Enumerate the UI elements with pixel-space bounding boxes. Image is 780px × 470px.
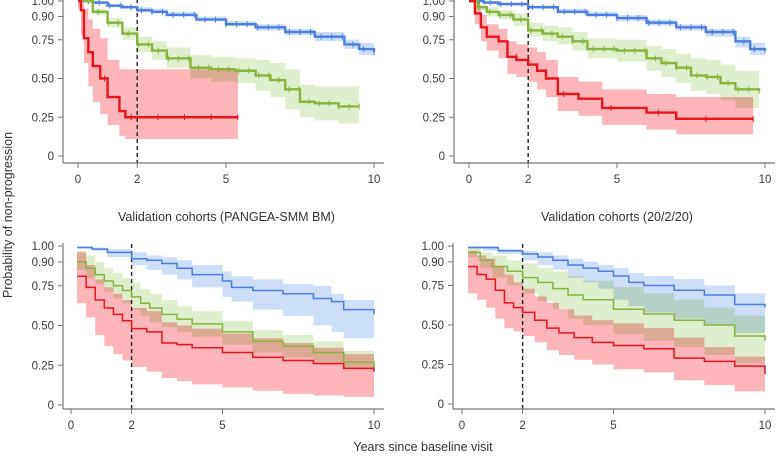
ci-bands — [77, 246, 374, 399]
y-tick-label: 0.50 — [422, 320, 444, 332]
y-tick-label: 0.75 — [32, 281, 54, 293]
y-tick-label: 0 — [48, 400, 54, 412]
x-tick-label: 2 — [525, 174, 531, 186]
y-tick-label: 0.90 — [422, 257, 444, 269]
y-tick-label: 0.90 — [32, 12, 54, 24]
ci-band-intermediate — [77, 250, 374, 372]
x-axis-title: Years since baseline visit — [353, 440, 493, 454]
y-tick-label: 1.00 — [423, 0, 445, 8]
panel-title: Validation cohorts (PANGEA-SMM BM) — [118, 210, 335, 224]
y-tick-label: 1.00 — [32, 241, 54, 253]
y-tick-label: 1.00 — [32, 0, 54, 8]
km-curve-low — [77, 246, 375, 315]
y-tick-label: 0.50 — [423, 74, 445, 86]
y-tick-label: 0.50 — [32, 321, 54, 333]
km-curve-high — [469, 0, 754, 120]
censor-marks-high — [515, 53, 754, 122]
x-tick-label: 10 — [368, 420, 381, 432]
y-tick-label: 0.50 — [32, 74, 54, 86]
panel-2: 1.00 0.90 0.75 0.50 0.25 0 0 2 5 10 — [423, 0, 775, 186]
x-tick-label: 10 — [759, 174, 772, 186]
km-curve-high — [78, 0, 238, 119]
censor-marks-intermediate — [478, 4, 760, 94]
y-tick-label: 0.90 — [32, 257, 54, 269]
panel-title: Validation cohorts (20/2/20) — [541, 210, 693, 224]
panel-3: Validation cohorts (PANGEA-SMM BM) 1.00 0.… — [32, 210, 384, 432]
km-curve-high — [468, 265, 766, 374]
y-tick-label: 0 — [439, 151, 445, 163]
panel-4: Validation cohorts (20/2/20) 1.00 0.90 0.75… — [422, 210, 775, 432]
x-tick-label: 0 — [459, 420, 465, 432]
km-curve-intermediate — [78, 0, 360, 108]
x-tick-label: 2 — [519, 420, 525, 432]
x-tick-label: 0 — [466, 174, 472, 186]
km-curve-low — [78, 0, 376, 53]
ci-band-intermediate — [78, 1, 360, 124]
km-curve-intermediate — [77, 261, 375, 369]
panel-1: 1.00 0.90 0.75 0.50 0.25 0 0 2 5 10 — [32, 0, 384, 186]
ci-band-high — [469, 1, 754, 135]
y-tick-label: 0.25 — [422, 360, 444, 372]
x-tick-label: 5 — [610, 420, 616, 432]
y-tick-label: 0 — [438, 399, 444, 411]
x-tick-label: 5 — [223, 174, 229, 186]
x-tick-label: 0 — [68, 420, 74, 432]
y-tick-label: 1.00 — [422, 241, 444, 253]
x-tick-label: 2 — [128, 420, 134, 432]
x-tick-label: 5 — [219, 420, 225, 432]
censor-marks-intermediate — [87, 0, 360, 110]
y-tick-label: 0.75 — [423, 35, 445, 47]
ci-band-high — [468, 250, 765, 398]
x-tick-label: 10 — [759, 420, 772, 432]
x-tick-label: 10 — [368, 174, 381, 186]
km-curve-intermediate — [469, 0, 761, 91]
ci-band-high — [78, 1, 238, 139]
y-tick-label: 0.75 — [32, 35, 54, 47]
x-tick-label: 2 — [134, 174, 140, 186]
km-curve-high — [77, 275, 375, 372]
ci-band-high — [77, 252, 374, 399]
y-tick-label: 0.90 — [423, 12, 445, 24]
censor-marks-low — [479, 0, 766, 54]
km-curve-intermediate — [468, 251, 766, 341]
y-axis-title: Probability of non-progression — [1, 132, 15, 298]
ci-bands — [468, 246, 765, 398]
censor-marks-high — [104, 75, 239, 121]
y-tick-label: 0.25 — [32, 112, 54, 124]
x-tick-label: 5 — [614, 174, 620, 186]
y-tick-label: 0 — [48, 151, 54, 163]
censor-marks-low — [88, 0, 375, 56]
x-tick-label: 0 — [75, 174, 81, 186]
ci-band-low — [77, 246, 374, 343]
y-tick-label: 0.25 — [32, 360, 54, 372]
y-tick-label: 0.75 — [422, 281, 444, 293]
km-curve-low — [468, 246, 766, 308]
y-tick-label: 0.25 — [423, 112, 445, 124]
